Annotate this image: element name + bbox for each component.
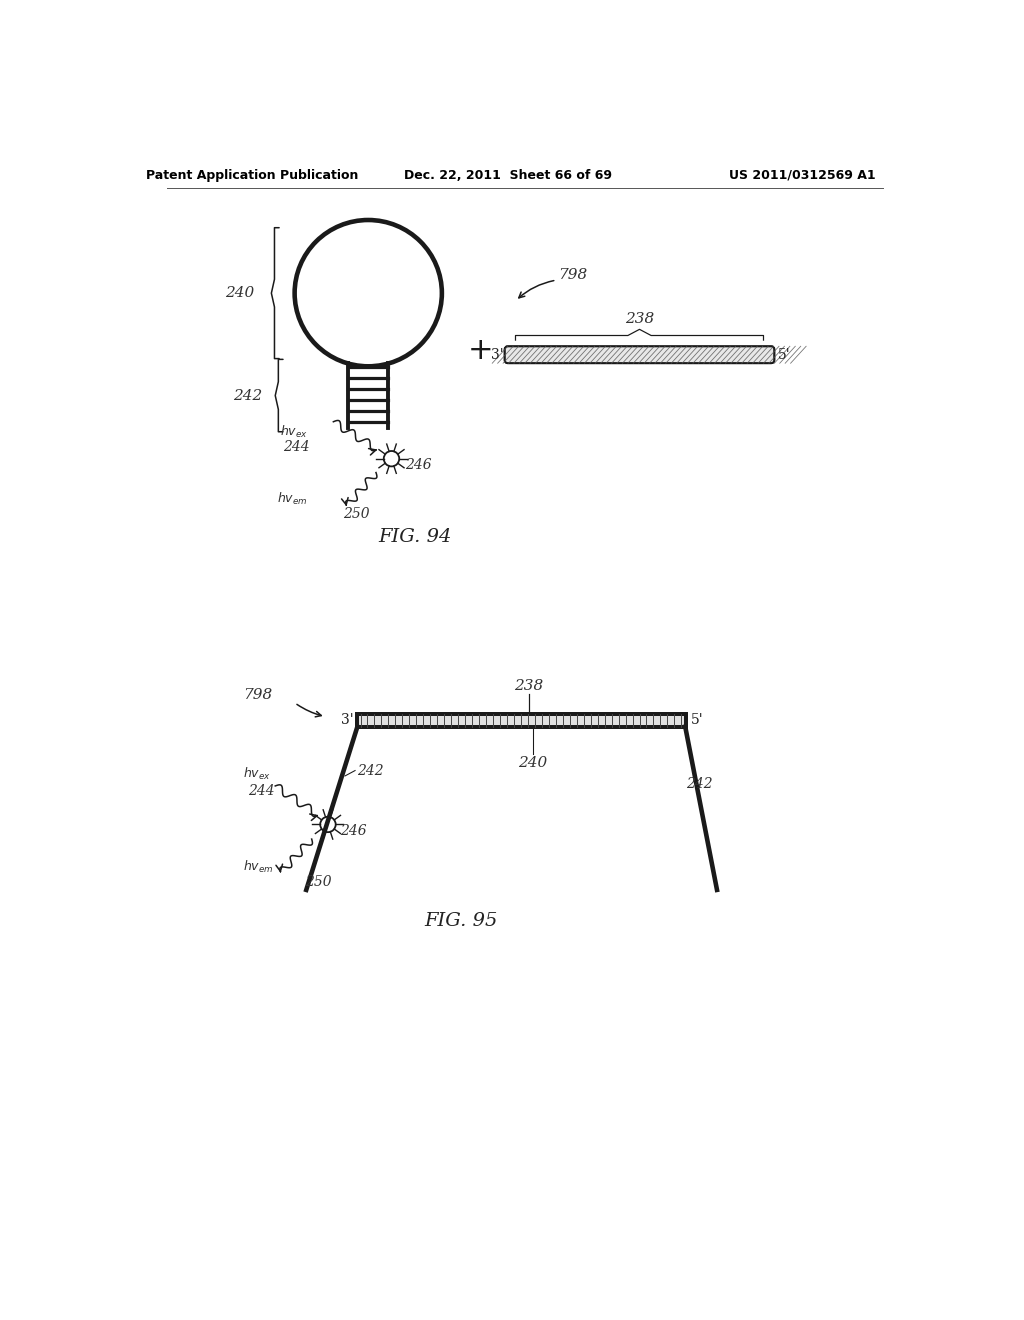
Text: $hv_{em}$: $hv_{em}$ <box>278 491 308 507</box>
Text: 3': 3' <box>492 347 504 362</box>
Text: 250: 250 <box>305 875 332 890</box>
Text: 246: 246 <box>406 458 432 471</box>
Text: 5': 5' <box>777 347 791 362</box>
Text: FIG. 94: FIG. 94 <box>378 528 452 546</box>
Text: Patent Application Publication: Patent Application Publication <box>145 169 358 182</box>
Text: 244: 244 <box>248 784 274 799</box>
Text: 798: 798 <box>558 268 588 282</box>
FancyBboxPatch shape <box>356 714 686 726</box>
Text: 5': 5' <box>690 714 703 727</box>
Text: 242: 242 <box>686 777 713 792</box>
Text: $hv_{ex}$: $hv_{ex}$ <box>280 424 308 440</box>
Text: FIG. 95: FIG. 95 <box>425 912 498 929</box>
Text: US 2011/0312569 A1: US 2011/0312569 A1 <box>729 169 876 182</box>
Text: 246: 246 <box>340 824 367 838</box>
Circle shape <box>384 451 399 466</box>
Circle shape <box>321 817 336 832</box>
Text: 240: 240 <box>225 286 254 300</box>
Text: 250: 250 <box>343 507 370 521</box>
Text: $hv_{ex}$: $hv_{ex}$ <box>243 767 270 783</box>
Text: 3': 3' <box>341 714 353 727</box>
Text: 242: 242 <box>356 763 383 777</box>
Text: Dec. 22, 2011  Sheet 66 of 69: Dec. 22, 2011 Sheet 66 of 69 <box>403 169 611 182</box>
Text: +: + <box>468 337 494 366</box>
Text: 240: 240 <box>518 756 548 770</box>
Text: 244: 244 <box>283 440 309 454</box>
Text: 238: 238 <box>625 312 654 326</box>
FancyBboxPatch shape <box>505 346 774 363</box>
Text: 242: 242 <box>232 388 262 403</box>
Text: $hv_{em}$: $hv_{em}$ <box>243 859 273 875</box>
Text: 798: 798 <box>243 688 272 702</box>
Text: 238: 238 <box>514 678 544 693</box>
